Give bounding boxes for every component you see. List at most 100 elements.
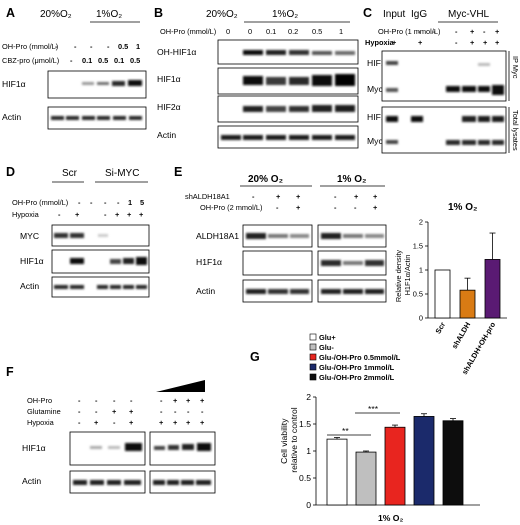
chart-g-ylabel-line2: relative to control	[289, 407, 299, 473]
chart-e-ticks: 0 0.5 1 1.5 2	[413, 218, 428, 323]
a-cbz-v1: 0.1	[82, 56, 92, 65]
chart-g-legend-label: Glu-	[319, 343, 334, 352]
c-col-input: Input	[383, 9, 405, 20]
c-side-ip: IP Myc	[511, 56, 520, 79]
e-blot-h1f1a	[242, 250, 387, 276]
b-ohpro-v1: 0	[248, 27, 252, 36]
e-row-ohpro-label: OH-Pro (2 mmol/L)	[200, 203, 262, 212]
d-group-scr: Scr	[62, 168, 78, 179]
f-row-glut-label: Glutamine	[27, 407, 61, 416]
f-hyp-v2: -	[113, 418, 116, 427]
a-blot-label-actin: Actin	[2, 112, 21, 122]
d-ohpro-v4: 1	[128, 198, 132, 207]
f-hyp-v3: +	[129, 418, 134, 427]
panel-letter-e: E	[174, 165, 182, 179]
panel-c: C Input IgG Myc-VHL OH-Pro (1 mmol/L) Hy…	[363, 6, 520, 154]
chart-g-legend-label: Glu-/OH-Pro 2mmol/L	[319, 373, 395, 382]
b-ohpro-v4: 0.5	[312, 27, 322, 36]
b-ohpro-v5: 1	[339, 27, 343, 36]
c-hyp-v5: +	[495, 38, 500, 47]
chart-e-category-label: Scr	[433, 320, 447, 335]
d-blot-myc	[51, 224, 150, 247]
chart-g-significance: ** ***	[327, 404, 400, 436]
d-blot-hif1a	[51, 249, 150, 274]
c-col-igg: IgG	[411, 9, 427, 20]
d-blot-label-hif1a: HIF1α	[20, 256, 44, 266]
chart-g-legend-swatch	[309, 373, 317, 381]
e-blot-label-h1f1a: H1F1α	[196, 257, 222, 267]
chart-g-legend-swatch	[309, 343, 317, 351]
d-hyp-v5: +	[139, 210, 144, 219]
a-row-ohpro-label: OH-Pro (mmol/L)	[2, 42, 58, 51]
d-row-ohpro-label: OH-Pro (mmol/L)	[12, 198, 68, 207]
d-hyp-v0: -	[58, 210, 61, 219]
c-ohpro-v5: +	[495, 27, 500, 36]
f-ohpro-v2: -	[113, 396, 116, 405]
e-sh-values: - + + - + +	[252, 192, 378, 201]
f-glut-v4: -	[160, 407, 163, 416]
d-group-si: Si-MYC	[105, 168, 139, 179]
b-ohpro-v0: 0	[226, 27, 230, 36]
f-glut-v1: -	[95, 407, 98, 416]
chart-g-legend-label: Glu-/OH-Pro 0.5mmol/L	[319, 353, 401, 362]
d-blot-actin	[51, 276, 150, 298]
chart-g-legend-label: Glu-/OH-Pro 1mmol/L	[319, 363, 395, 372]
chart-e: 1% O₂ Relative density H1F1α/Actin 0 0.5 1…	[394, 202, 507, 376]
panel-letter-f: F	[6, 365, 14, 379]
chart-g-bar	[326, 438, 348, 506]
e-group-hypoxia: 1% O₂	[337, 174, 366, 185]
panel-e: E 20% O₂ 1% O₂ shALDH18A1 OH-Pro (2 mmol…	[174, 165, 387, 303]
d-row-hypoxia-label: Hypoxia	[12, 210, 40, 219]
chart-g-ticks: 0 0.5 1 1.5 2	[299, 392, 316, 510]
panel-letter-b: B	[154, 6, 163, 20]
chart-e-ylabel-line2: H1F1α/Actin	[403, 255, 412, 296]
f-blot-actin	[69, 470, 216, 494]
panel-letter-g: G	[250, 350, 260, 364]
chart-g-ylabel: Cell viability relative to control	[279, 407, 299, 473]
a-cbz-v3: 0.1	[114, 56, 124, 65]
chart-g-legend-label: Glu+	[319, 333, 336, 342]
panel-f: F OH-Pro Glutamine Hypoxia - - - - - + +…	[6, 365, 216, 494]
c-ohpro-values: - - - + - +	[418, 27, 500, 36]
e-blot-label-aldh: ALDH18A1	[196, 231, 239, 241]
panel-letter-a: A	[6, 6, 15, 20]
d-blot-label-actin: Actin	[20, 281, 39, 291]
panel-a: A 20%O₂ 1%O₂ OH-Pro (mmol/L) CBZ-pro (μm…	[2, 6, 147, 130]
c-ohpro-v2: -	[455, 27, 458, 36]
sig-label-2: ***	[368, 404, 379, 414]
e-blot-actin	[242, 279, 387, 303]
d-hyp-v2: -	[104, 210, 107, 219]
d-blot-label-myc: MYC	[20, 231, 39, 241]
a-blot-actin	[47, 106, 147, 130]
chart-g-bar	[355, 451, 377, 506]
c-ohpro-v4: -	[483, 27, 486, 36]
a-ohpro-v0: -	[55, 42, 58, 51]
b-group-hypoxia: 1%O₂	[272, 9, 298, 20]
e-ohpro-v2: +	[296, 203, 301, 212]
a-blot-label-hif1a: HIF1α	[2, 79, 26, 89]
e-sh-v1: +	[276, 192, 281, 201]
chart-g-tick-label: 0	[306, 500, 311, 510]
f-ohpro-v0: -	[78, 396, 81, 405]
b-blot-label-actin: Actin	[157, 130, 176, 140]
c-row-hypoxia-label: Hypoxia	[365, 38, 395, 47]
e-ohpro-values: - + - - +	[276, 203, 378, 212]
b-blot-label-hif1a: HIF1α	[157, 74, 181, 84]
chart-e-bar	[434, 269, 451, 319]
chart-g-bar	[413, 416, 435, 506]
f-blot-label-hif1a: HIF1α	[22, 443, 46, 453]
f-glut-v6: -	[187, 407, 190, 416]
f-hyp-v0: -	[78, 418, 81, 427]
d-ohpro-v5: 5	[140, 198, 144, 207]
chart-e-tick-label: 0	[419, 314, 423, 323]
chart-g-legend: Glu+Glu-Glu-/OH-Pro 0.5mmol/LGlu-/OH-Pro…	[309, 333, 401, 382]
c-hyp-v3: +	[470, 38, 475, 47]
chart-g-legend-swatch	[309, 333, 317, 341]
f-ohpro-v7: +	[200, 396, 205, 405]
d-ohpro-v3: -	[117, 198, 120, 207]
f-hyp-v7: +	[200, 418, 205, 427]
b-blot-ohhif1a	[217, 39, 359, 65]
a-cbz-v0: -	[70, 56, 73, 65]
a-cbz-values: - 0.1 0.5 0.1 0.5	[70, 56, 140, 65]
